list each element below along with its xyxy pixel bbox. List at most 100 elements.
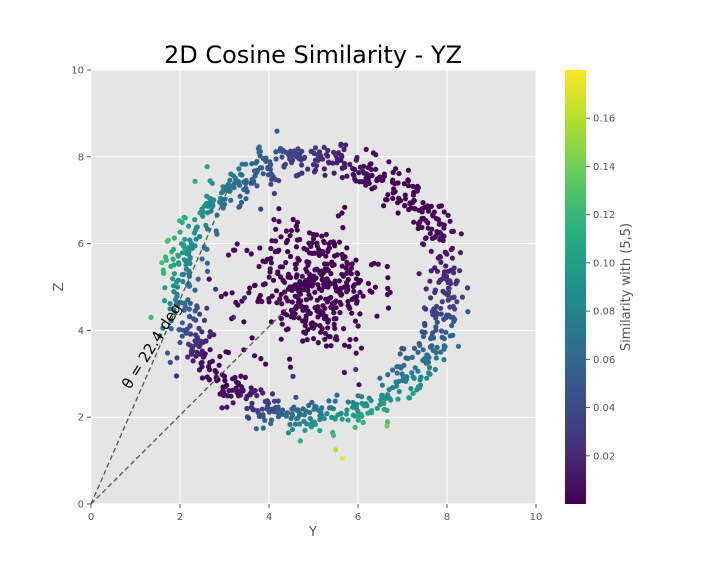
scatter-point bbox=[421, 305, 427, 311]
scatter-point bbox=[344, 245, 350, 251]
scatter-point bbox=[356, 170, 362, 176]
scatter-point bbox=[167, 306, 173, 312]
scatter-point bbox=[306, 271, 312, 277]
scatter-point bbox=[384, 423, 390, 429]
scatter-point bbox=[192, 217, 198, 223]
scatter-point bbox=[296, 421, 303, 427]
scatter-point bbox=[324, 261, 331, 267]
scatter-point bbox=[338, 142, 344, 148]
scatter-point bbox=[182, 303, 188, 309]
scatter-point bbox=[387, 289, 393, 296]
scatter-point bbox=[336, 278, 342, 284]
scatter-point bbox=[287, 148, 294, 154]
x-tick-label: 0 bbox=[88, 512, 94, 523]
scatter-point bbox=[254, 393, 260, 399]
scatter-point bbox=[263, 361, 269, 367]
scatter-point bbox=[350, 399, 356, 406]
scatter-point bbox=[348, 271, 354, 277]
scatter-point bbox=[345, 276, 351, 283]
scatter-point bbox=[338, 292, 344, 298]
scatter-point bbox=[301, 412, 307, 418]
angle-line bbox=[90, 186, 230, 505]
scatter-point bbox=[327, 239, 334, 245]
scatter-point bbox=[209, 358, 215, 364]
scatter-point bbox=[355, 323, 361, 329]
scatter-point bbox=[385, 275, 391, 281]
scatter-point bbox=[438, 276, 445, 283]
scatter-point bbox=[441, 357, 447, 363]
scatter-point bbox=[325, 333, 331, 339]
scatter-point bbox=[279, 264, 286, 270]
scatter-point bbox=[447, 278, 453, 284]
scatter-point bbox=[222, 377, 228, 384]
scatter-point bbox=[334, 392, 340, 398]
scatter-point bbox=[401, 181, 407, 187]
scatter-point bbox=[344, 259, 350, 265]
scatter-point bbox=[249, 161, 255, 167]
scatter-point bbox=[428, 248, 434, 254]
scatter-point bbox=[185, 354, 191, 360]
scatter-point bbox=[445, 285, 451, 291]
scatter-point bbox=[177, 229, 183, 235]
scatter-point bbox=[309, 399, 315, 405]
scatter-point bbox=[164, 238, 170, 244]
scatter-point bbox=[395, 180, 401, 186]
scatter-point bbox=[191, 316, 197, 322]
scatter-point bbox=[381, 203, 387, 209]
scatter-point bbox=[393, 166, 399, 172]
scatter-point bbox=[170, 276, 176, 282]
scatter-point bbox=[267, 159, 273, 165]
scatter-point bbox=[345, 399, 351, 405]
scatter-point bbox=[310, 325, 316, 331]
scatter-point bbox=[253, 426, 259, 432]
scatter-point bbox=[186, 306, 192, 312]
scatter-point bbox=[319, 276, 325, 282]
scatter-point bbox=[425, 353, 431, 359]
scatter-point bbox=[301, 245, 307, 252]
scatter-point bbox=[385, 392, 391, 398]
scatter-point bbox=[185, 297, 191, 303]
scatter-point bbox=[234, 379, 240, 385]
scatter-point bbox=[321, 144, 327, 150]
x-axis-label: Y bbox=[308, 525, 317, 540]
scatter-point bbox=[405, 178, 411, 184]
scatter-point bbox=[332, 243, 338, 249]
scatter-point bbox=[449, 228, 455, 234]
scatter-point bbox=[415, 185, 421, 191]
scatter-point bbox=[318, 409, 324, 415]
scatter-point bbox=[395, 396, 401, 402]
scatter-point bbox=[448, 267, 454, 273]
scatter-point bbox=[271, 217, 277, 223]
scatter-point bbox=[201, 245, 207, 251]
scatter-point bbox=[162, 285, 168, 291]
scatter-point bbox=[241, 186, 247, 193]
scatter-point bbox=[278, 291, 284, 297]
scatter-point bbox=[232, 247, 238, 253]
scatter-point bbox=[397, 351, 403, 357]
scatter-point bbox=[272, 176, 278, 183]
scatter-point bbox=[224, 404, 230, 410]
scatter-point bbox=[333, 447, 339, 453]
scatter-point bbox=[283, 239, 289, 246]
scatter-point bbox=[318, 329, 324, 335]
scatter-point bbox=[249, 390, 255, 396]
scatter-point bbox=[397, 198, 404, 204]
scatter-point bbox=[438, 328, 445, 334]
scatter-point bbox=[378, 397, 384, 403]
scatter-point bbox=[204, 164, 210, 170]
scatter-point bbox=[366, 172, 372, 178]
scatter-point bbox=[204, 374, 210, 380]
scatter-point bbox=[424, 375, 430, 381]
scatter-point bbox=[345, 298, 351, 305]
scatter-point bbox=[275, 398, 281, 404]
scatter-point bbox=[254, 183, 260, 189]
scatter-point bbox=[187, 300, 193, 306]
scatter-point bbox=[299, 273, 305, 279]
scatter-point bbox=[238, 199, 245, 205]
scatter-point bbox=[193, 227, 199, 233]
scatter-point bbox=[311, 273, 317, 279]
scatter-point bbox=[449, 322, 455, 329]
scatter-point bbox=[305, 288, 311, 294]
scatter-point bbox=[307, 409, 313, 416]
scatter-point bbox=[445, 212, 451, 218]
